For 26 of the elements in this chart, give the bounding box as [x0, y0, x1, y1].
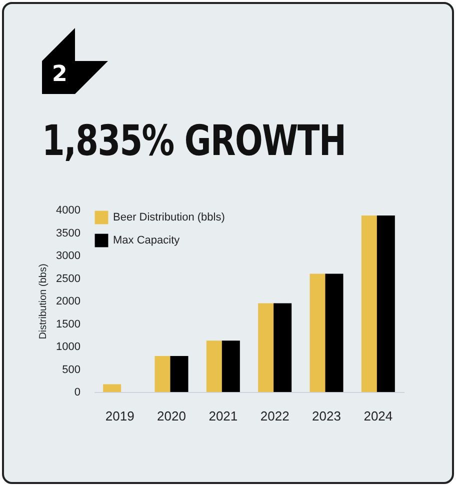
y-tick-label: 1000 [56, 341, 80, 353]
y-tick-label: 3000 [56, 250, 80, 262]
y-tick-label: 2000 [56, 296, 80, 308]
x-tick-label: 2021 [208, 408, 238, 424]
legend-label: Beer Distribution (bbls) [113, 212, 225, 224]
x-tick-label: 2024 [364, 408, 393, 424]
x-tick-label: 2019 [105, 408, 134, 424]
bar [170, 356, 188, 392]
y-tick-label: 500 [62, 364, 80, 376]
bar [274, 303, 292, 392]
y-tick-label: 4000 [56, 204, 80, 216]
y-tick-label: 0 [74, 386, 80, 398]
x-tick-label: 2022 [260, 408, 290, 424]
text: 2 [52, 62, 68, 87]
y-tick-label: 2500 [56, 272, 80, 285]
bar [222, 340, 240, 392]
bar [103, 384, 122, 392]
x-tick-label: 2023 [312, 408, 341, 424]
chart-title: 1,835% GROWTH [42, 116, 346, 165]
y-axis-title: Distribution (bbs) [38, 264, 50, 340]
y-tick-label: 1500 [56, 318, 80, 330]
y-tick-label: 3500 [56, 227, 80, 240]
legend-label: Max Capacity [113, 234, 180, 246]
x-tick-label: 2020 [157, 408, 186, 424]
bar [376, 215, 395, 392]
bar [325, 274, 344, 392]
